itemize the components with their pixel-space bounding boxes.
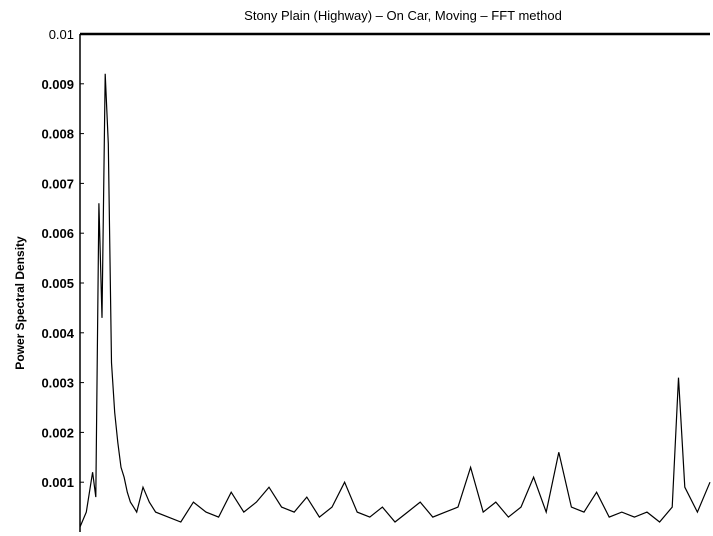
psd-series (79, 73, 711, 528)
chart-title: Stony Plain (Highway) – On Car, Moving –… (244, 8, 562, 23)
y-tick-label: 0.008 (41, 127, 74, 142)
y-tick-label: 0.005 (41, 276, 74, 291)
y-tick-label: 0.009 (41, 77, 74, 92)
y-tick-label: 0.001 (41, 475, 74, 490)
y-tick-label: 0.003 (41, 376, 74, 391)
y-ticks: 0.001 0.002 0.003 0.004 0.005 0.006 0.007 0.008… (41, 27, 84, 490)
y-tick-label: 0.004 (41, 326, 74, 341)
y-axis-label: Power Spectral Density (13, 236, 27, 370)
psd-line (79, 73, 711, 528)
y-tick-label: 0.002 (41, 425, 74, 440)
y-tick-label: 0.01 (49, 27, 74, 42)
y-tick-label: 0.007 (41, 176, 74, 191)
y-tick-label: 0.006 (41, 226, 74, 241)
